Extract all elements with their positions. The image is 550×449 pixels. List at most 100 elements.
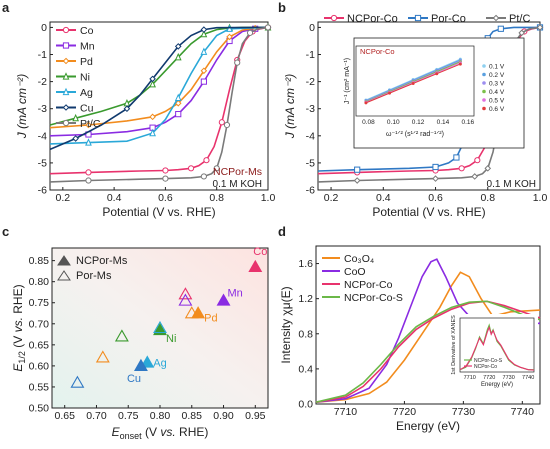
data-point — [353, 177, 361, 184]
legend-label: NCPor-Ms — [76, 255, 128, 267]
annotation: 0.1 M KOH — [213, 179, 262, 190]
inset-x-tick-label: 7740 — [522, 375, 534, 381]
legend-marker — [414, 14, 422, 22]
point-label: Ag — [153, 358, 166, 370]
panel-label: a — [2, 0, 10, 15]
panel-label: b — [278, 0, 286, 15]
inset-background — [448, 314, 538, 394]
point-label: Co — [253, 246, 267, 258]
inset-x-axis-title: Energy (eV) — [481, 382, 513, 388]
series-line — [49, 26, 269, 137]
legend-label: Por-Co — [431, 13, 466, 25]
y-tick-label: 1.6 — [298, 258, 313, 270]
data-point — [246, 29, 254, 36]
data-point — [149, 75, 156, 83]
data-point — [200, 78, 207, 85]
data-point — [213, 165, 220, 172]
data-point — [536, 24, 544, 31]
x-tick-label: 0.80 — [150, 410, 171, 422]
data-point — [518, 29, 526, 37]
x-tick-label: 0.4 — [376, 192, 391, 204]
inset-x-axis-title: ω⁻¹ᐟ² (s¹ᐟ² rad⁻¹ᐟ²) — [386, 131, 444, 138]
legend-label: CoO — [344, 266, 366, 278]
y-tick-label: -4 — [38, 130, 47, 142]
series-line — [315, 300, 541, 403]
data-point — [248, 259, 263, 272]
series-line — [315, 300, 541, 403]
data-point — [226, 33, 233, 41]
legend-label: Co — [80, 25, 94, 37]
data-point — [174, 99, 182, 107]
data-point — [72, 113, 80, 122]
y-tick-label: -1 — [306, 49, 315, 61]
legend-marker — [62, 42, 70, 49]
inset-plot-frame — [459, 317, 535, 373]
panel-label: d — [278, 224, 286, 239]
y-tick-label: 0 — [309, 22, 315, 34]
inset-x-tick-label: 7720 — [483, 375, 495, 381]
point-label: Pd — [204, 312, 217, 324]
inset-legend-marker — [482, 106, 486, 111]
x-tick-label: 0.2 — [324, 192, 339, 204]
data-point — [218, 119, 225, 126]
inset-series-line — [459, 325, 535, 371]
y-tick-label: -5 — [38, 157, 47, 169]
annotation: 0.1 M KOH — [487, 179, 536, 190]
series-line — [49, 26, 269, 129]
data-point — [471, 173, 479, 180]
y-tick-label: 0.85 — [29, 255, 50, 267]
inset-x-tick-label: 7710 — [464, 375, 476, 381]
inset-data-point — [458, 62, 462, 66]
data-point — [187, 165, 195, 172]
x-tick-label: 0.65 — [54, 410, 75, 422]
y-tick-label: 0.65 — [29, 339, 50, 351]
inset-legend-label: 0.1 V — [489, 64, 505, 71]
y-tick-label: -4 — [306, 130, 315, 142]
legend-label: NCPor-Co-S — [344, 292, 403, 304]
data-point — [123, 105, 131, 113]
data-point — [200, 67, 208, 75]
y-tick-label: 0.4 — [298, 363, 313, 375]
inset-data-point — [388, 91, 392, 95]
legend-label: Pd — [80, 56, 93, 68]
inset-legend-marker — [482, 89, 486, 94]
data-point — [234, 59, 241, 66]
x-tick-label: 0.85 — [182, 410, 203, 422]
point-label: Mn — [228, 288, 243, 300]
legend-label: Mn — [80, 41, 95, 53]
data-point — [153, 320, 167, 334]
y-tick-label: -2 — [38, 76, 47, 88]
series-line — [49, 26, 269, 175]
legend-marker — [62, 119, 70, 127]
plot-frame — [49, 21, 269, 191]
data-point — [484, 165, 492, 172]
inset-y-axis-title: J⁻¹ (cm² mA⁻¹) — [344, 58, 351, 104]
y-tick-label: -2 — [306, 76, 315, 88]
data-point — [474, 157, 481, 164]
inset-legend-marker — [482, 72, 486, 77]
inset-legend-label: 0.4 V — [489, 89, 505, 96]
legend-label: Por-Ms — [76, 270, 112, 282]
legend-label: Pt/C — [509, 13, 530, 25]
y-tick-label: 0.60 — [29, 360, 50, 372]
series-line — [315, 271, 541, 403]
x-tick-label: 0.4 — [107, 192, 122, 204]
x-tick-label: 7720 — [393, 406, 417, 418]
y-tick-label: 0.8 — [298, 328, 313, 340]
legend-label: Ag — [80, 87, 93, 99]
y-tick-label: 0 — [41, 22, 47, 34]
x-axis-title: Potential (V vs. RHE) — [102, 205, 215, 219]
inset-legend-label: NCPor-Co — [474, 364, 497, 370]
y-tick-label: 0.75 — [29, 297, 50, 309]
data-point — [354, 166, 361, 173]
data-point — [85, 138, 92, 146]
inset-legend-label: 0.3 V — [489, 81, 505, 88]
legend-label: NCPor-Co — [344, 279, 393, 291]
y-tick-label: 0.70 — [29, 318, 50, 330]
data-point — [174, 93, 182, 101]
plot-frame — [315, 245, 541, 405]
legend-label: NCPor-Co — [347, 13, 398, 25]
y-axis-title: J (mA cm⁻²) — [283, 74, 297, 140]
legend-marker — [62, 57, 70, 65]
y-tick-label: 0.50 — [29, 403, 50, 415]
